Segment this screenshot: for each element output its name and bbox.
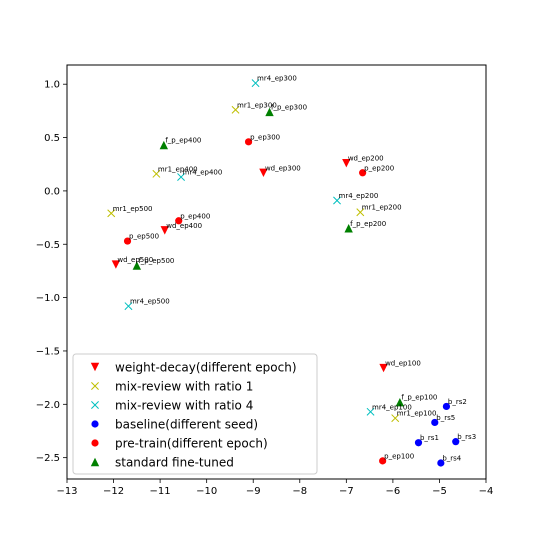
x-tick-label: −10	[196, 486, 217, 497]
x-tick-label: −7	[339, 486, 354, 497]
data-point	[356, 208, 365, 217]
data-point	[333, 196, 341, 205]
axis-ticks: −13 −12 −11 −10 −9 −8 −7 −6 −5 −4 1.0 0.5 0.0 −0.5 −1.…	[36, 80, 494, 497]
data-point-label: f_p_ep500	[138, 257, 174, 265]
data-point-label: b_rs4	[442, 454, 461, 462]
data-point	[437, 459, 445, 467]
data-point	[344, 224, 353, 233]
legend-entry-label: pre-train(different epoch)	[115, 437, 268, 451]
legend-box	[72, 353, 318, 475]
data-point	[160, 226, 169, 235]
x-tick-label: −6	[386, 486, 401, 497]
legend-marker	[91, 382, 99, 390]
data-point	[359, 169, 367, 177]
data-points	[107, 79, 460, 467]
data-point-label: f_p_ep200	[350, 220, 386, 228]
data-point-label: mr1_ep100	[397, 410, 437, 418]
legend-entry-label: mix-review with ratio 1	[115, 380, 253, 394]
x-tick-label: −9	[246, 486, 261, 497]
data-point	[159, 140, 169, 150]
data-point	[124, 302, 133, 311]
data-point	[231, 105, 240, 114]
x-tick-label: −5	[432, 486, 447, 497]
data-point-label: wd_ep100	[385, 360, 421, 368]
legend-entry-label: baseline(different seed)	[115, 418, 258, 432]
data-point	[379, 457, 387, 465]
data-point	[111, 260, 121, 269]
data-point-label: wd_ep300	[265, 164, 301, 172]
data-point	[177, 173, 186, 181]
x-tick-label: −12	[103, 486, 124, 497]
legend-marker	[91, 401, 99, 409]
data-point	[244, 138, 253, 146]
data-point-label: f_p_ep400	[165, 137, 201, 145]
y-tick-label: 0.0	[44, 186, 60, 197]
data-point-label: mr1_ep500	[113, 205, 153, 213]
data-point	[442, 402, 451, 411]
data-point-label: f_p_ep100	[401, 394, 437, 402]
data-point-label: mr4_ep100	[372, 403, 412, 411]
data-point-label: wd_ep500	[117, 256, 153, 264]
data-point-label: wd_ep200	[348, 155, 384, 163]
y-tick-label: −1.5	[36, 346, 60, 357]
legend-entry-label: standard fine-tuned	[115, 456, 234, 470]
data-point	[251, 79, 260, 88]
data-point-label: p_ep200	[364, 164, 394, 172]
data-point-label: b_rs1	[420, 434, 439, 442]
data-point	[391, 414, 400, 423]
data-point-label: p_ep100	[384, 452, 414, 460]
data-point	[175, 217, 183, 225]
y-tick-label: 0.5	[44, 133, 60, 144]
x-tick-label: −8	[292, 486, 307, 497]
y-tick-label: 1.0	[44, 80, 60, 91]
data-point-label: f_p_ep300	[271, 103, 307, 111]
data-point-label: mr1_ep200	[362, 204, 402, 212]
data-point	[452, 438, 460, 446]
data-point-label: p_ep400	[180, 212, 210, 220]
legend-marker	[90, 457, 100, 467]
legend: weight-decay(different epoch) mix-review …	[72, 353, 318, 475]
data-point	[132, 261, 142, 270]
data-point	[414, 439, 423, 447]
data-point-label: mr1_ep400	[158, 165, 198, 173]
plot-area-frame	[66, 64, 487, 480]
data-point-label: p_ep300	[250, 133, 280, 141]
data-point-label: mr1_ep300	[237, 101, 277, 109]
data-point	[152, 169, 161, 178]
data-point	[366, 407, 375, 416]
data-point-label: p_ep500	[129, 233, 159, 241]
data-point-label: mr4_ep500	[130, 298, 170, 306]
data-point-label: b_rs5	[436, 414, 455, 422]
x-tick-label: −13	[56, 486, 77, 497]
legend-marker	[90, 362, 100, 372]
data-point	[379, 363, 388, 373]
x-tick-label: −11	[150, 486, 171, 497]
y-tick-label: −0.5	[36, 240, 60, 251]
data-point-labels: wd_ep100 wd_ep200 wd_ep300 wd_ep400 wd_ep500…	[113, 75, 476, 463]
data-point	[123, 237, 132, 245]
data-point	[395, 397, 405, 407]
y-tick-label: −2.0	[36, 400, 60, 411]
data-point	[259, 168, 268, 177]
data-point	[265, 107, 274, 117]
x-tick-label: −4	[479, 486, 494, 497]
data-point-label: b_rs3	[457, 433, 476, 441]
legend-marker	[91, 439, 99, 447]
data-point	[107, 209, 116, 218]
legend-marker	[91, 420, 99, 428]
data-point-label: mr4_ep400	[183, 169, 223, 177]
data-point-label: mr4_ep200	[339, 192, 379, 200]
data-point-label: b_rs2	[448, 398, 467, 406]
data-point	[342, 158, 351, 168]
data-point	[431, 418, 439, 427]
data-point-label: mr4_ep300	[257, 75, 297, 83]
y-tick-label: −2.5	[36, 453, 60, 464]
legend-entry-label: mix-review with ratio 4	[115, 399, 253, 413]
legend-entry-label: weight-decay(different epoch)	[115, 361, 297, 375]
y-tick-label: −1.0	[36, 293, 60, 304]
data-point-label: wd_ep400	[166, 222, 202, 230]
